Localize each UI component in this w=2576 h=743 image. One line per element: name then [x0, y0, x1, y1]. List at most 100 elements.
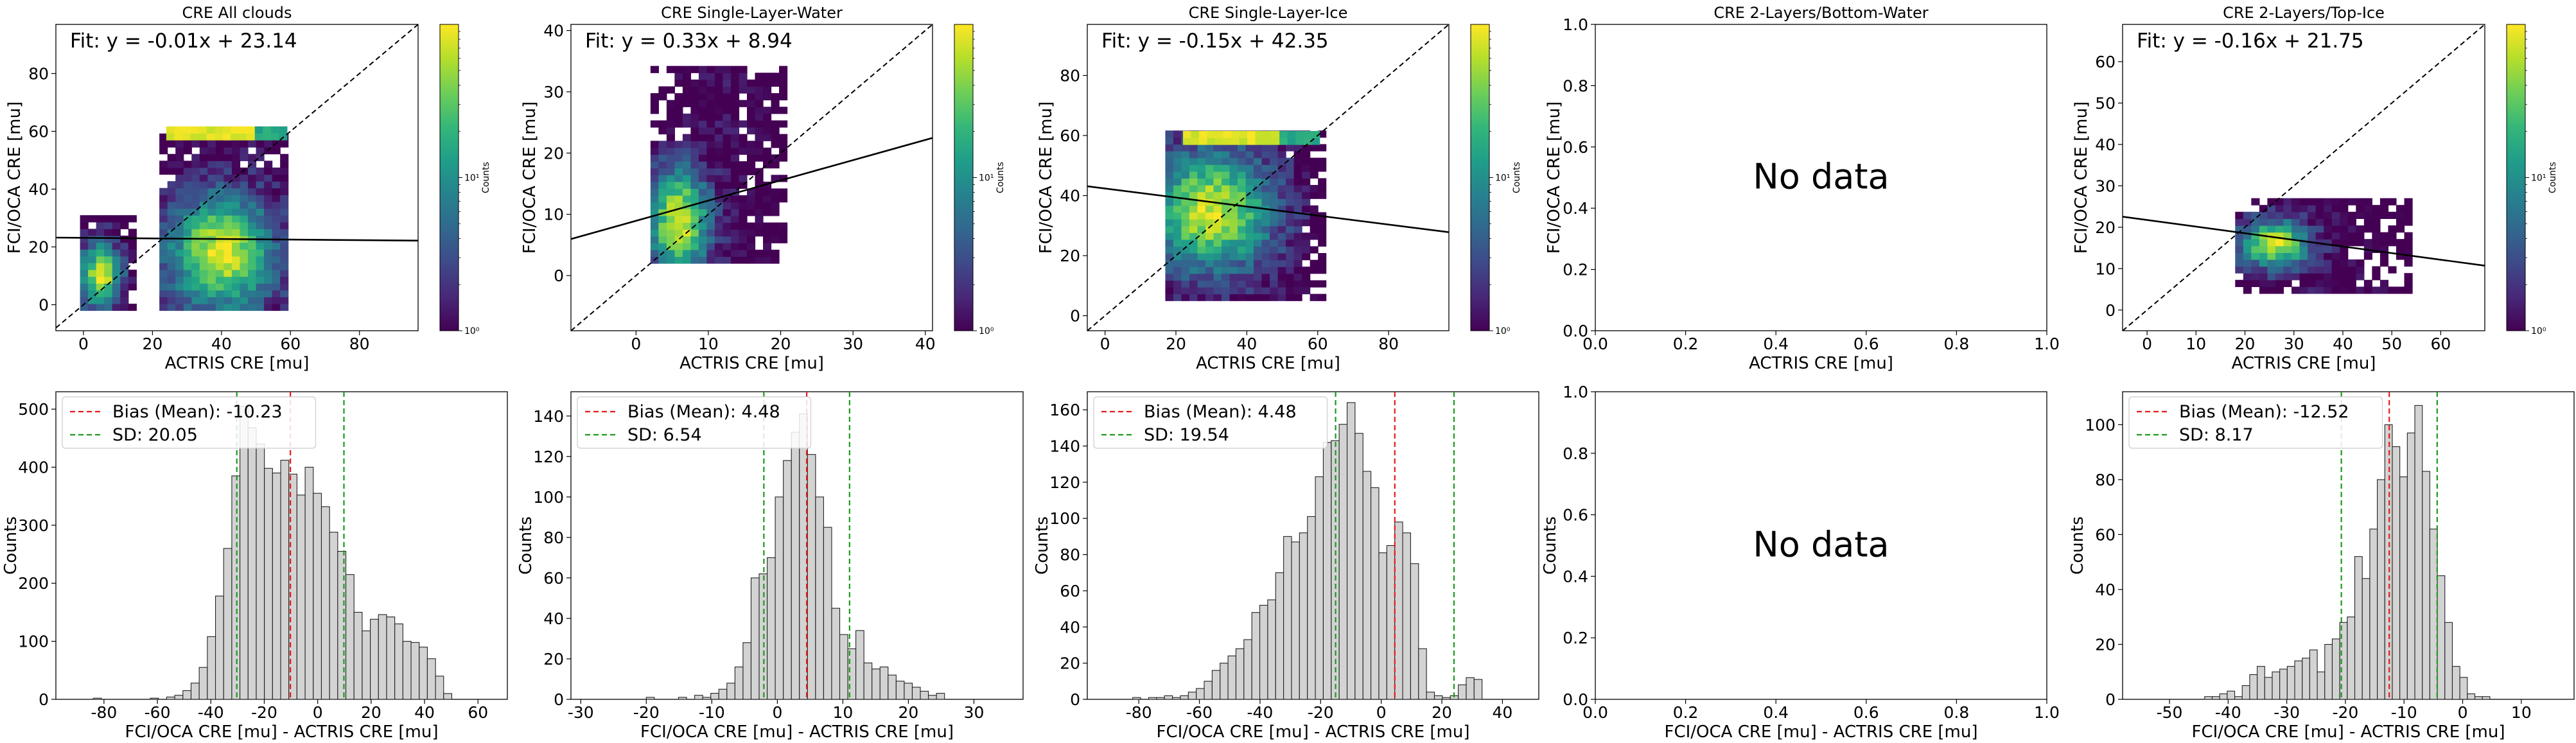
- heatmap-bin: [1189, 212, 1198, 220]
- heatmap-bin: [166, 133, 175, 141]
- heatmap-bin: [159, 242, 168, 250]
- heatmap-bin: [2291, 273, 2300, 281]
- heatmap-bin: [1270, 280, 1279, 288]
- heatmap-bin: [1263, 130, 1272, 139]
- heatmap-bin: [739, 209, 748, 216]
- heatmap-bin: [1222, 219, 1231, 227]
- heatmap-bin: [698, 113, 708, 121]
- heatmap-bin: [263, 126, 272, 134]
- heatmap-bin: [256, 140, 265, 148]
- heatmap-bin: [191, 283, 200, 291]
- heatmap-cells: [80, 126, 289, 311]
- heatmap-bin: [666, 147, 675, 155]
- heatmap-bin: [215, 153, 225, 161]
- heatmap-bin: [1254, 253, 1263, 261]
- heatmap-bin: [1247, 130, 1256, 139]
- histogram-bar: [1346, 402, 1356, 700]
- heatmap-bin: [1189, 232, 1198, 240]
- heatmap-bin: [739, 249, 748, 258]
- histogram-bar: [304, 466, 314, 700]
- heatmap-bin: [2331, 225, 2340, 233]
- heatmap-bin: [183, 249, 192, 257]
- heatmap-bin: [231, 249, 241, 257]
- histogram-bar: [2347, 616, 2356, 700]
- heatmap-bin: [723, 120, 732, 128]
- heatmap-bin: [167, 161, 176, 168]
- legend-box: [2128, 396, 2383, 449]
- heatmap-bin: [1197, 253, 1206, 261]
- heatmap-bin: [112, 276, 121, 284]
- heatmap-bin: [1173, 253, 1182, 261]
- colorbar-label: Counts: [481, 162, 491, 193]
- heatmap-bin: [215, 269, 225, 277]
- heatmap-bin: [2267, 198, 2276, 205]
- heatmap-bin: [698, 93, 708, 101]
- histogram-bar: [1386, 545, 1396, 700]
- heatmap-bin: [2315, 211, 2324, 219]
- y-tick-label: 100: [1049, 509, 1080, 528]
- x-axis-label: FCI/OCA CRE [mu] - ACTRIS CRE [mu]: [1157, 722, 1470, 742]
- heatmap-bin: [1293, 171, 1302, 179]
- histogram-bar: [1418, 648, 1427, 700]
- heatmap-bin: [674, 202, 683, 209]
- heatmap-bin: [730, 256, 740, 264]
- histogram-bar: [694, 695, 703, 700]
- heatmap-bin: [650, 154, 659, 162]
- heatmap-bin: [120, 235, 129, 243]
- heatmap-bin: [191, 153, 200, 161]
- x-tick-label: -20: [633, 703, 660, 722]
- heatmap-bin: [2308, 252, 2317, 260]
- heatmap-bin: [231, 276, 241, 284]
- heatmap-bin: [2291, 205, 2300, 213]
- heatmap-bin: [159, 201, 168, 209]
- y-tick-label: 0: [554, 690, 564, 709]
- heatmap-bin: [2315, 286, 2324, 294]
- heatmap-bin: [231, 283, 241, 291]
- heatmap-bin: [1254, 191, 1263, 199]
- heatmap-bin: [763, 134, 772, 141]
- heatmap-bin: [199, 283, 208, 291]
- heatmap-bin: [1213, 267, 1222, 274]
- heatmap-bin: [723, 222, 732, 230]
- histogram-bar: [1371, 487, 1380, 700]
- heatmap-bin: [1189, 151, 1198, 159]
- heatmap-bin: [739, 256, 748, 264]
- heatmap-bin: [674, 120, 683, 128]
- heatmap-bin: [159, 222, 168, 229]
- heatmap-bin: [96, 242, 105, 250]
- heatmap-bin: [1165, 157, 1174, 165]
- heatmap-bin: [80, 276, 89, 284]
- heatmap-bin: [1261, 171, 1270, 179]
- heatmap-bin: [1254, 164, 1263, 172]
- histogram-bar: [1442, 697, 1451, 700]
- heatmap-bin: [714, 161, 724, 169]
- heatmap-bin: [1254, 185, 1263, 193]
- heatmap-bin: [1181, 178, 1190, 186]
- heatmap-bin: [2388, 198, 2397, 205]
- heatmap-bin: [1277, 253, 1286, 261]
- heatmap-bin: [223, 263, 232, 270]
- heatmap-bin: [723, 161, 732, 169]
- heatmap-bin: [714, 229, 724, 237]
- heatmap-bin: [1261, 164, 1270, 172]
- x-tick-label: 0.8: [1944, 335, 1970, 353]
- heatmap-bin: [746, 236, 756, 243]
- heatmap-bin: [1310, 259, 1319, 267]
- heatmap-bin: [2267, 245, 2276, 253]
- heatmap-bin: [1277, 198, 1286, 206]
- no-data-message: No data: [1753, 525, 1889, 565]
- heatmap-bin: [698, 202, 708, 209]
- heatmap-bin: [1238, 205, 1247, 213]
- heatmap-bin: [159, 283, 168, 291]
- heatmap-bin: [658, 127, 667, 135]
- y-tick-label: 0.8: [1563, 76, 1588, 95]
- heatmap-bin: [167, 195, 176, 202]
- heatmap-bin: [2283, 273, 2292, 281]
- heatmap-bin: [1286, 212, 1295, 220]
- heatmap-bin: [739, 100, 748, 107]
- heatmap-bin: [1223, 137, 1232, 145]
- heatmap-bin: [674, 222, 683, 230]
- heatmap-bin: [1197, 287, 1206, 295]
- heatmap-bin: [2340, 286, 2349, 294]
- heatmap-bin: [1181, 191, 1190, 199]
